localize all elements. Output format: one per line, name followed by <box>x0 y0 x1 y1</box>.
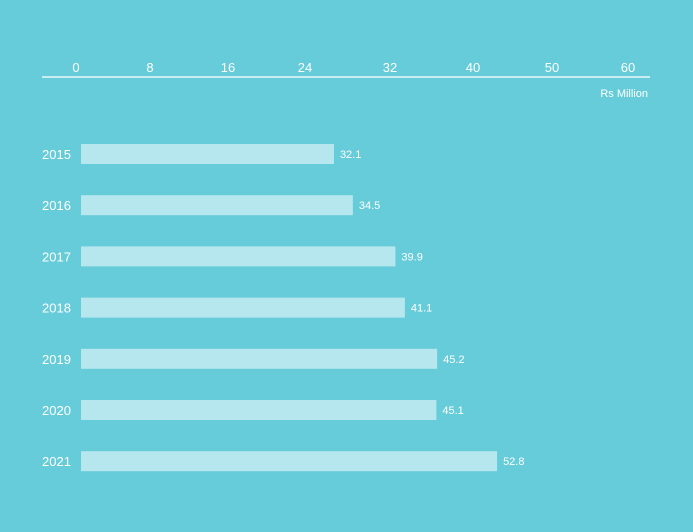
data-label: 52.8 <box>503 456 524 468</box>
bar-2017 <box>81 246 396 267</box>
category-label: 2015 <box>42 147 71 162</box>
x-tick-label: 50 <box>545 60 559 75</box>
data-label: 45.1 <box>442 405 463 417</box>
x-tick-label: 60 <box>621 60 635 75</box>
data-label: 41.1 <box>411 303 432 315</box>
data-label: 34.5 <box>359 200 380 212</box>
category-label: 2018 <box>42 301 71 316</box>
x-tick-labels: 0 8 16 24 32 40 50 60 <box>72 60 635 75</box>
category-labels: 2015 2016 2017 2018 2019 2020 2021 <box>42 147 71 469</box>
data-label: 45.2 <box>443 354 464 366</box>
category-label: 2021 <box>42 454 71 469</box>
bar-2020 <box>81 400 437 420</box>
x-axis: 0 8 16 24 32 40 50 60 Rs Million <box>42 60 650 100</box>
category-label: 2016 <box>42 198 71 213</box>
category-label: 2019 <box>42 352 71 367</box>
x-tick-label: 24 <box>298 60 312 75</box>
data-label: 39.9 <box>401 251 422 263</box>
value-labels: 32.1 34.5 39.9 41.1 45.2 45.1 52.8 <box>340 149 525 468</box>
bars <box>81 144 498 472</box>
x-tick-label: 8 <box>146 60 153 75</box>
category-label: 2017 <box>42 249 71 264</box>
bar-2016 <box>81 195 353 216</box>
bar-2018 <box>81 297 405 318</box>
data-label: 32.1 <box>340 149 361 161</box>
x-axis-unit-label: Rs Million <box>600 88 648 100</box>
bar-2015 <box>81 144 334 164</box>
bar-2021 <box>81 451 498 472</box>
category-label: 2020 <box>42 403 71 418</box>
x-tick-label: 16 <box>221 60 235 75</box>
x-tick-label: 0 <box>72 60 79 75</box>
bar-2019 <box>81 348 438 369</box>
x-tick-label: 40 <box>466 60 480 75</box>
x-tick-label: 32 <box>383 60 397 75</box>
